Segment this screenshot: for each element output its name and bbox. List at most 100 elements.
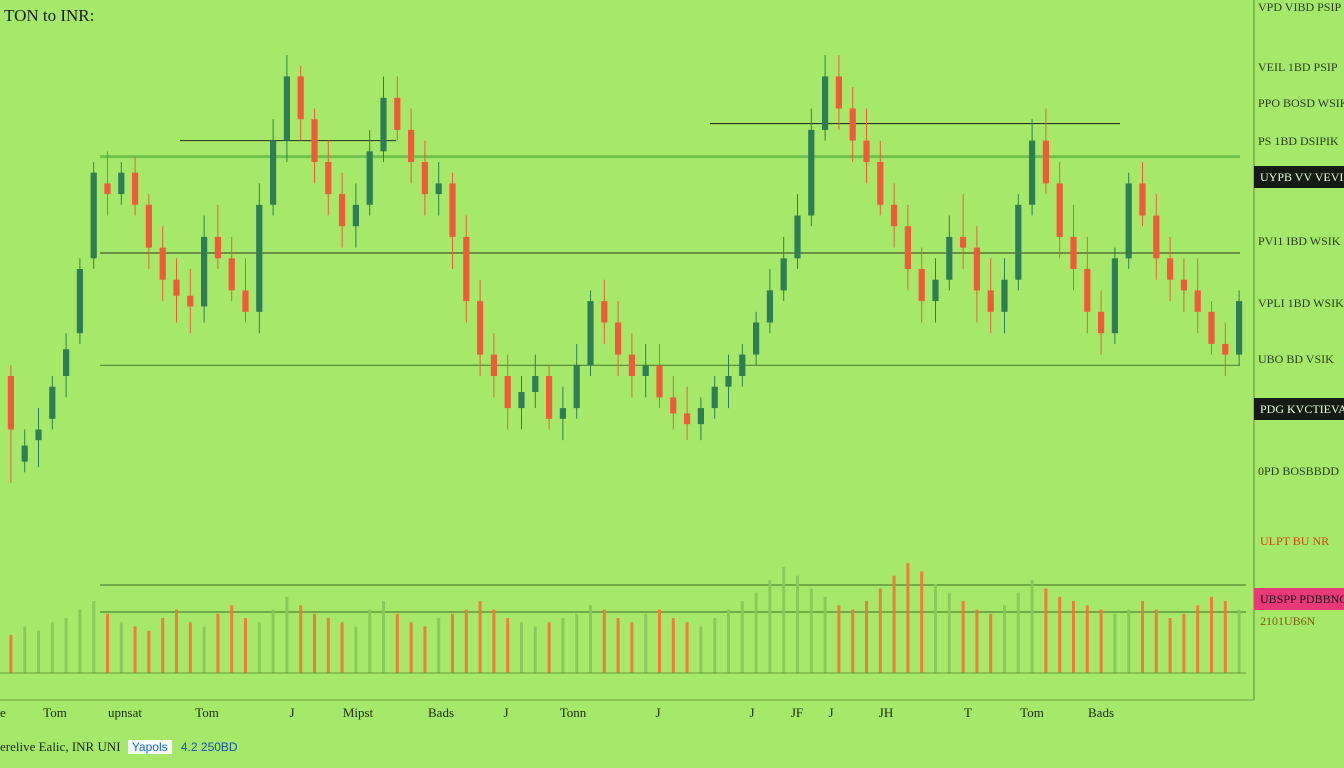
candle-body — [559, 408, 567, 419]
volume-bar — [492, 609, 496, 673]
footer-label: erelive Ealic, INR UNI — [0, 739, 121, 754]
volume-bar — [547, 622, 551, 673]
candle-body — [394, 97, 401, 130]
candle-body — [1015, 204, 1022, 280]
candle-body — [311, 119, 318, 162]
volume-bar — [1016, 592, 1020, 673]
volume-bar — [506, 618, 510, 673]
candle-body — [683, 413, 691, 425]
candle-body — [835, 76, 843, 109]
candle-body — [959, 236, 967, 248]
volume-bar — [354, 626, 358, 673]
price-label: PVI1 IBD WSIK — [1258, 234, 1341, 248]
time-tick-label: JF — [790, 705, 804, 720]
volume-bar — [119, 622, 123, 673]
volume-bar — [423, 626, 427, 673]
volume-bar — [37, 630, 40, 673]
volume-bar — [1223, 601, 1227, 673]
volume-bar — [1099, 609, 1103, 673]
candle-body — [504, 376, 511, 409]
footer-badge[interactable]: Yapols — [127, 740, 172, 754]
volume-bar — [740, 601, 744, 673]
candle-body — [821, 76, 829, 130]
time-tick-label: T — [964, 705, 972, 720]
volume-bar — [1085, 605, 1089, 673]
volume-bar — [50, 622, 54, 673]
volume-bar — [878, 588, 882, 673]
volume-bar — [340, 622, 344, 673]
candle-body — [739, 354, 746, 376]
candle-body — [1084, 269, 1091, 312]
volume-bar — [961, 601, 965, 673]
volume-bar — [989, 613, 993, 673]
volume-bar — [133, 626, 137, 673]
candle-body — [76, 269, 84, 334]
time-tick-label: e — [0, 705, 6, 720]
volume-bar — [1058, 596, 1062, 673]
candle-body — [490, 354, 498, 376]
volume-bar — [216, 613, 220, 673]
volume-bar — [313, 613, 316, 673]
candle-body — [614, 322, 622, 355]
candle-body — [932, 279, 939, 302]
volume-bar — [1196, 605, 1200, 673]
candle-body — [890, 204, 898, 227]
volume-bar — [699, 626, 703, 673]
volume-bar — [244, 618, 247, 673]
volume-bar — [561, 618, 565, 673]
candle-body — [545, 376, 553, 419]
candle-body — [1194, 290, 1201, 312]
volume-bar — [1237, 609, 1241, 673]
candle-body — [780, 258, 787, 291]
candle-body — [214, 236, 222, 259]
candle-body — [1235, 301, 1243, 355]
volume-bar — [9, 634, 13, 673]
price-label: VEIL 1BD PSIP — [1258, 60, 1338, 74]
candle-body — [1056, 183, 1063, 237]
candle-body — [325, 162, 332, 195]
candle-body — [1139, 183, 1146, 216]
volume-bar — [616, 618, 620, 673]
candle-body — [21, 445, 28, 462]
volume-bar — [644, 613, 648, 673]
volume-bar — [271, 609, 275, 673]
time-tick-label: Bads — [428, 705, 454, 720]
candle-body — [1042, 140, 1050, 184]
price-label: 0PD BOSBBDD — [1258, 464, 1340, 478]
price-label: PS 1BD DSIPIK — [1258, 134, 1339, 148]
volume-bar — [1168, 618, 1172, 673]
candle-body — [352, 204, 360, 227]
candle-body — [1222, 343, 1229, 355]
volume-scale-label: ULPT BU NR — [1260, 534, 1330, 548]
volume-bar — [892, 575, 896, 673]
volume-bar — [754, 592, 758, 673]
volume-bar — [161, 618, 165, 673]
volume-bar — [768, 579, 772, 673]
time-tick-label: J — [503, 705, 509, 720]
volume-bar — [975, 609, 979, 673]
candle-body — [573, 365, 580, 409]
volume-bar — [23, 626, 27, 673]
candle-body — [1028, 140, 1036, 205]
volume-bar — [1030, 579, 1034, 673]
volume-bar — [823, 596, 827, 673]
volume-bar — [257, 622, 261, 673]
candle-body — [407, 129, 415, 162]
price-label: PPO BOSD WSIK — [1258, 96, 1344, 110]
volume-bar — [602, 609, 606, 673]
candle-body — [1166, 258, 1174, 280]
candle-body — [256, 204, 263, 312]
volume-bar — [1044, 588, 1048, 673]
candle-body — [200, 236, 208, 307]
candle-body — [104, 183, 111, 195]
candle-body — [1070, 236, 1077, 269]
candle-body — [601, 301, 608, 323]
candle-body — [532, 376, 539, 393]
time-tick-label: Tom — [195, 705, 219, 720]
candle-body — [421, 162, 429, 195]
candle-body — [35, 429, 42, 441]
volume-bar — [147, 630, 151, 673]
candle-body — [269, 140, 277, 205]
candle-body — [49, 386, 56, 419]
candle-body — [90, 172, 97, 259]
